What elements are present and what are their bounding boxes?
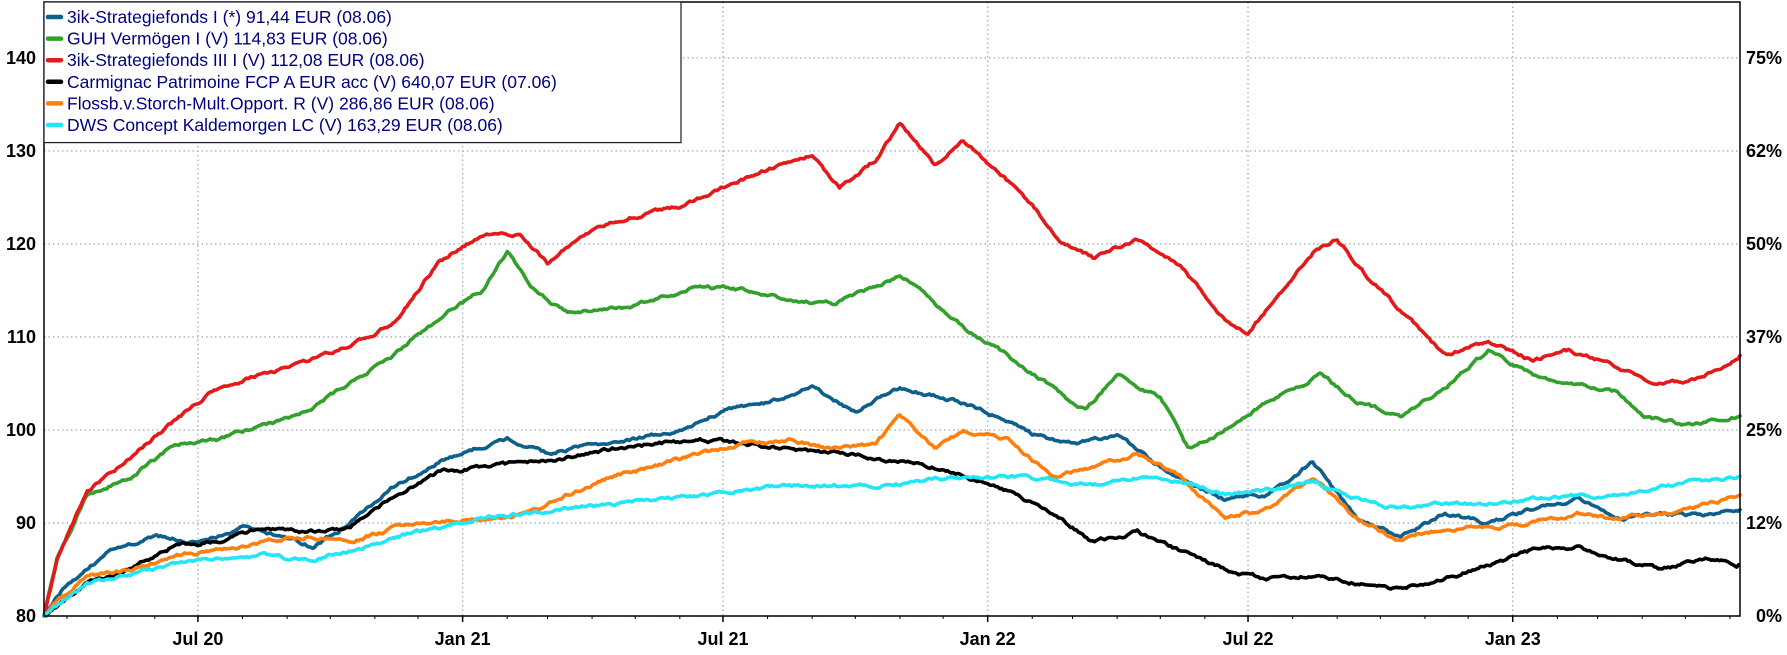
y-tick-label-right: 62% [1746,141,1782,161]
x-tick-label: Jul 20 [172,629,223,649]
legend-entry: 3ik-Strategiefonds III I (V) 112,08 EUR … [67,50,425,70]
legend-entry: DWS Concept Kaldemorgen LC (V) 163,29 EU… [67,115,503,135]
legend-box [43,1,682,144]
y-tick-label-right: 75% [1746,48,1782,68]
x-tick-label: Jan 21 [435,629,491,649]
y-tick-label-left: 130 [6,141,36,161]
y-tick-label-left: 90 [16,513,36,533]
y-tick-label-left: 140 [6,48,36,68]
y-tick-label-right: 50% [1746,234,1782,254]
x-tick-label: Jan 23 [1485,629,1541,649]
series-lines [42,121,1742,618]
y-tick-label-left: 80 [16,606,36,626]
y-tick-label-right: 37% [1746,327,1782,347]
y-tick-label-left: 120 [6,234,36,254]
x-tick-label: Jul 21 [697,629,748,649]
series-line [42,473,1742,618]
legend-entry: 3ik-Strategiefonds I (*) 91,44 EUR (08.0… [67,7,392,27]
y-tick-label-left: 110 [7,327,36,347]
series-line [42,121,1742,618]
plot-frame [43,1,1741,617]
y-tick-label-right: 0% [1756,606,1782,626]
series-line [42,413,1742,618]
series-line [42,249,1742,618]
legend: 3ik-Strategiefonds I (*) 91,44 EUR (08.0… [43,1,682,144]
y-tick-label-left: 100 [6,420,36,440]
legend-entry: Flossb.v.Storch-Mult.Opport. R (V) 286,8… [67,93,495,113]
y-tick-label-right: 25% [1746,420,1782,440]
legend-entry: GUH Vermögen I (V) 114,83 EUR (08.06) [67,29,388,49]
x-tick-label: Jan 22 [960,629,1016,649]
axes: 80 0% 90 12% 100 25% 110 37% 120 50% 130 62% 140 75% J… [6,1,1782,649]
legend-entry: Carmignac Patrimoine FCP A EUR acc (V) 6… [67,72,557,92]
y-tick-label-right: 12% [1746,513,1782,533]
series-line [42,436,1741,618]
x-tick-label: Jul 22 [1223,629,1274,649]
